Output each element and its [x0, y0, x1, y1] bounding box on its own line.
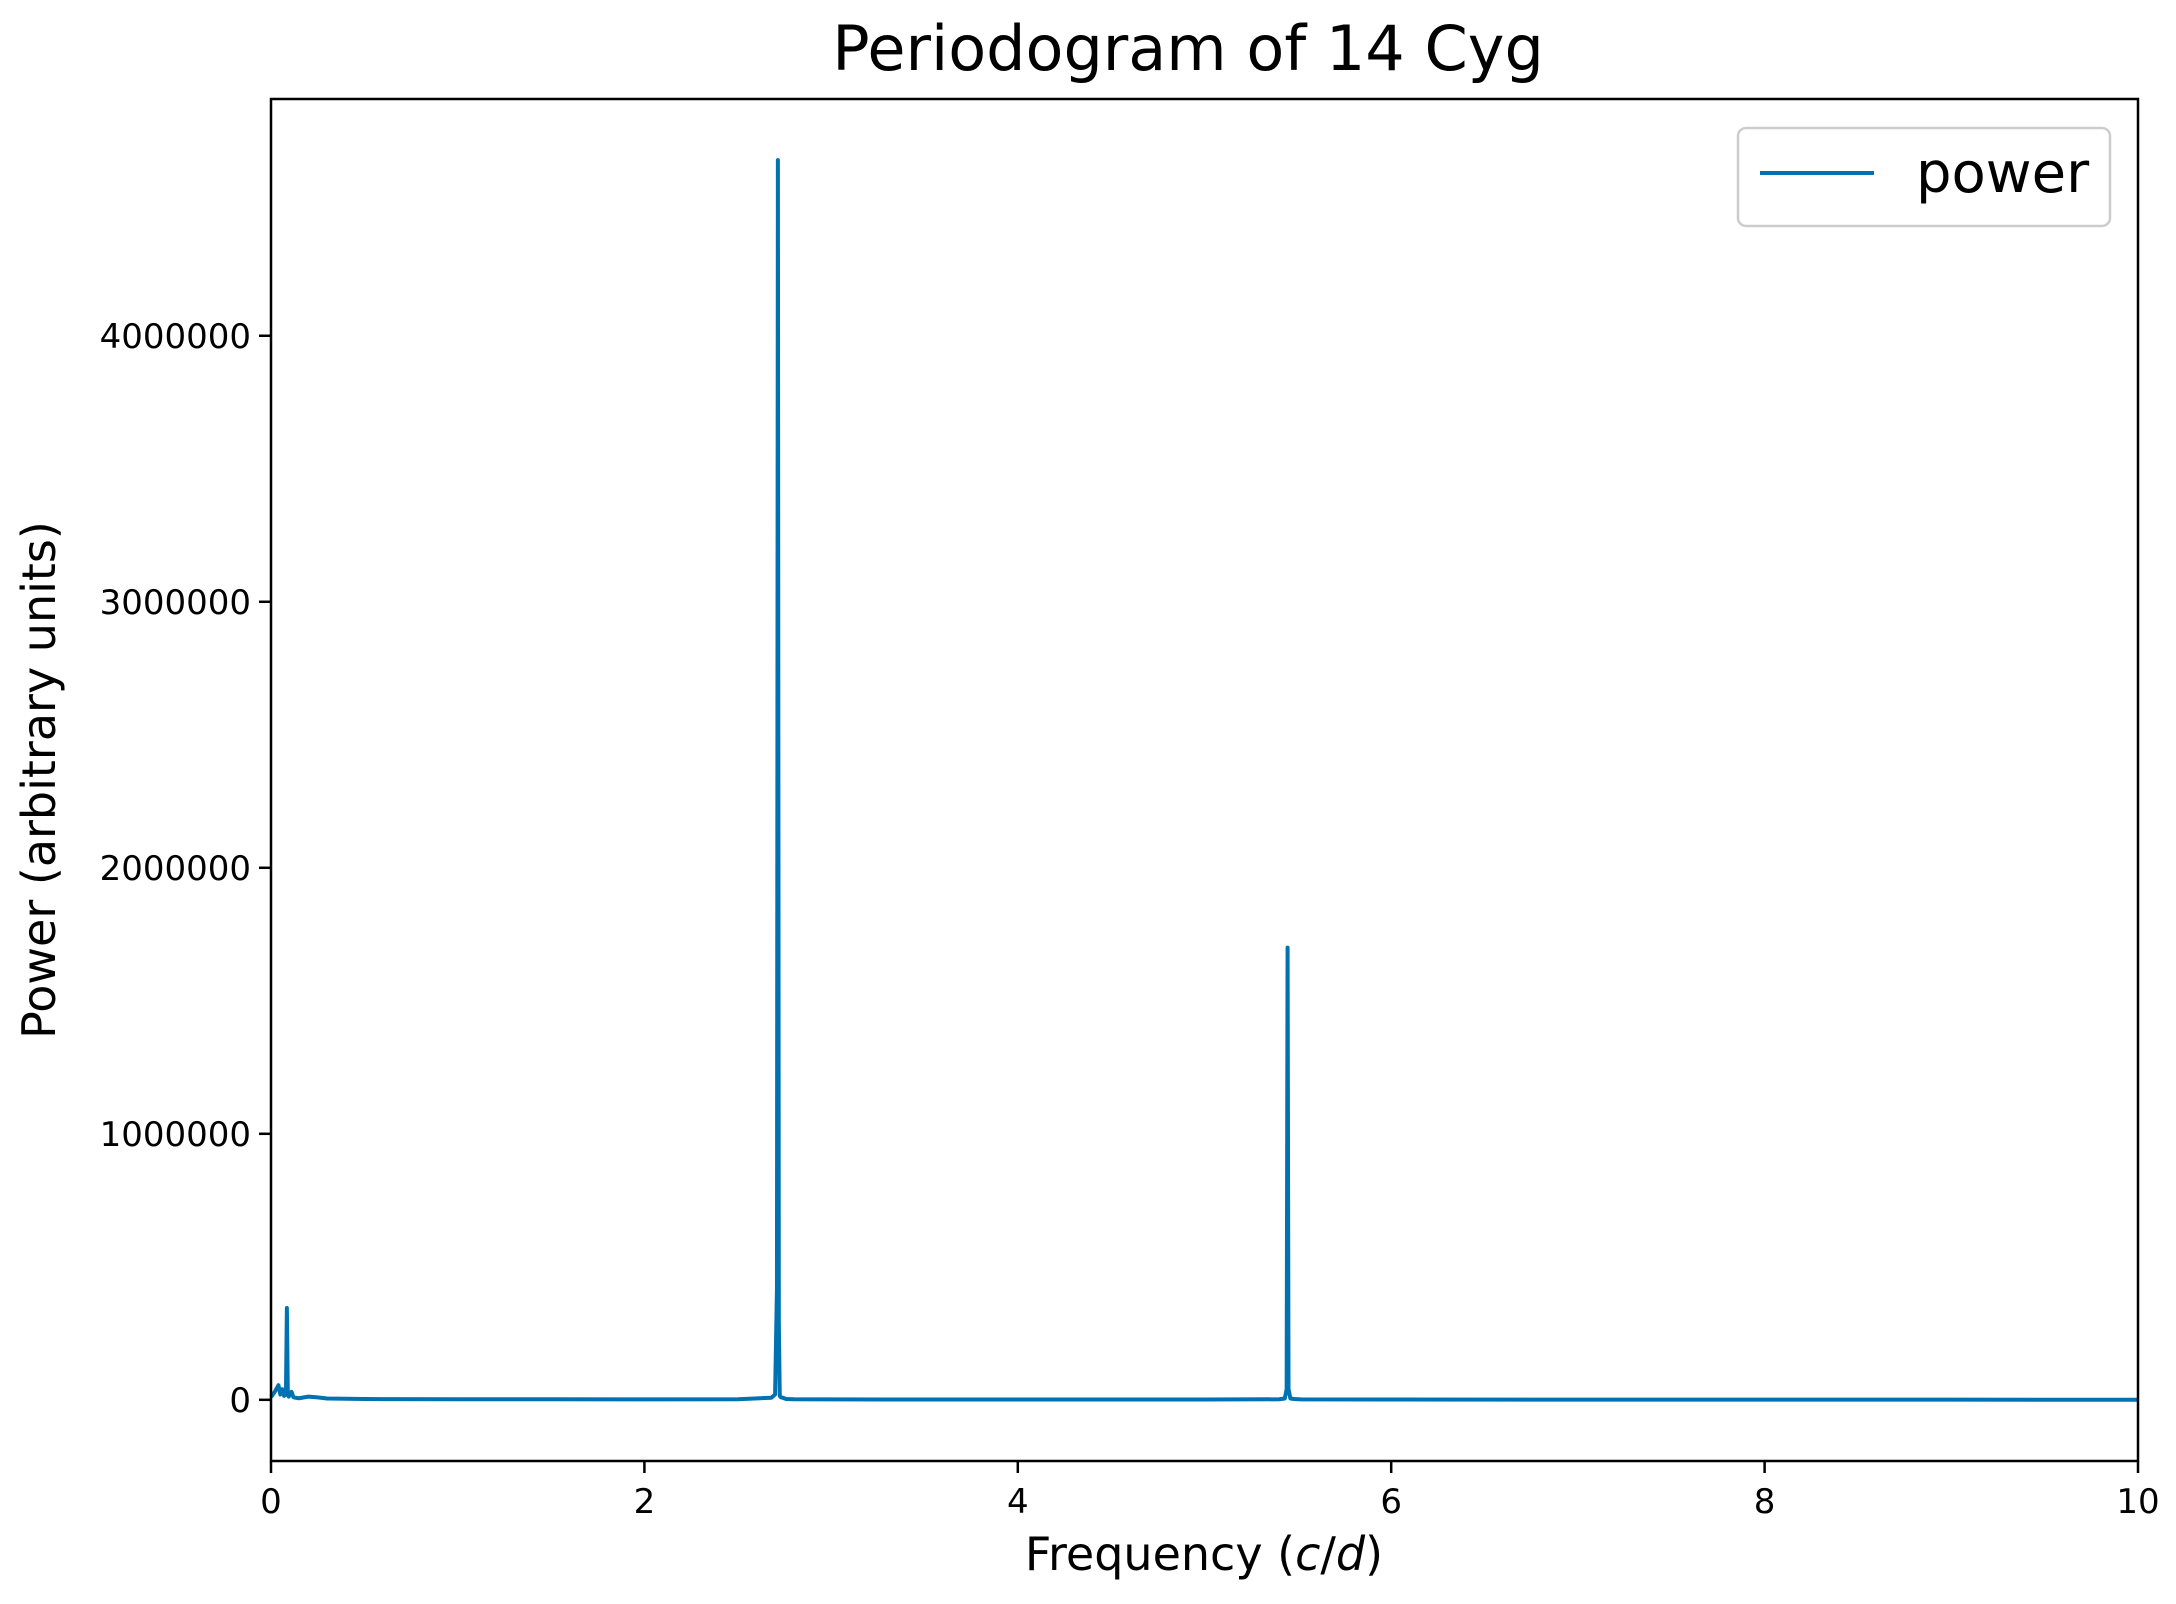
legend: power — [1736, 126, 2112, 228]
x-tick-label: 8 — [1754, 1482, 1776, 1522]
y-tick-label: 2000000 — [100, 849, 251, 889]
x-tick-label: 4 — [1007, 1482, 1029, 1522]
x-tick-label: 2 — [634, 1482, 656, 1522]
x-tick-label: 10 — [2116, 1482, 2159, 1522]
plot-frame — [269, 97, 2140, 1463]
x-tick-label: 0 — [260, 1482, 282, 1522]
y-tick-label: 3000000 — [100, 583, 251, 623]
chart-title: Periodogram of 14 Cyg — [832, 12, 1544, 85]
y-axis-ticks: 0 1000000 2000000 3000000 4000000 — [100, 317, 271, 1421]
y-axis-label: Power (arbitrary units) — [12, 521, 66, 1039]
x-tick-label: 6 — [1380, 1482, 1402, 1522]
y-tick-label: 1000000 — [100, 1115, 251, 1155]
legend-box — [1736, 126, 2112, 228]
y-tick-label: 4000000 — [100, 317, 251, 357]
legend-label-power: power — [1916, 141, 2090, 206]
x-axis-label: Frequency (c/d) — [1025, 1527, 1383, 1581]
series-line-power — [269, 158, 2139, 1402]
y-tick-label: 0 — [229, 1381, 251, 1421]
plot-area — [269, 97, 2140, 1463]
x-axis-ticks: 0 2 4 6 8 10 — [260, 1461, 2160, 1522]
